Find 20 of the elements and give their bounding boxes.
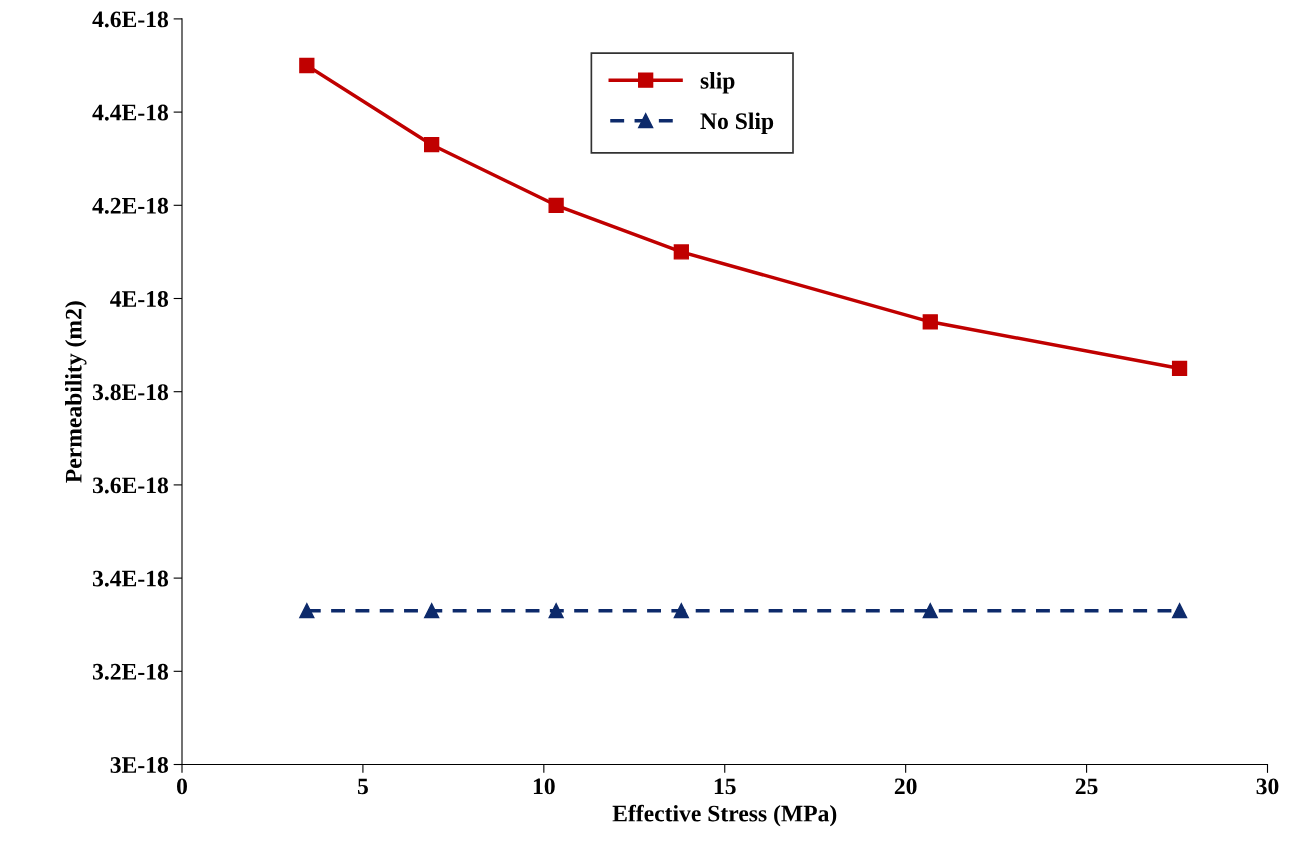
legend-label: slip: [700, 72, 735, 94]
x-tick-label: 20: [894, 778, 917, 795]
y-axis-title: Permeability (m2): [65, 301, 87, 483]
y-tick-label: 3.6E-18: [92, 477, 169, 494]
y-tick-label: 3.4E-18: [92, 570, 169, 587]
y-tick-label: 3.8E-18: [92, 384, 169, 401]
x-tick-label: 0: [177, 778, 187, 795]
y-tick-label: 3E-18: [110, 757, 169, 773]
x-tick-label: 30: [1256, 778, 1279, 795]
x-tick-label: 5: [357, 778, 368, 795]
x-tick-label: 15: [714, 778, 736, 795]
y-tick-label: 4.2E-18: [92, 197, 169, 214]
legend-label: No Slip: [700, 112, 774, 134]
y-tick-label: 3.2E-18: [92, 663, 169, 680]
x-axis-title: Effective Stress (MPa): [612, 804, 837, 827]
x-tick-label: 10: [533, 778, 555, 795]
y-tick-label: 4E-18: [110, 290, 169, 307]
x-tick-label: 25: [1075, 778, 1098, 795]
y-tick-label: 4.6E-18: [92, 11, 169, 28]
y-tick-label: 4.4E-18: [92, 104, 169, 121]
